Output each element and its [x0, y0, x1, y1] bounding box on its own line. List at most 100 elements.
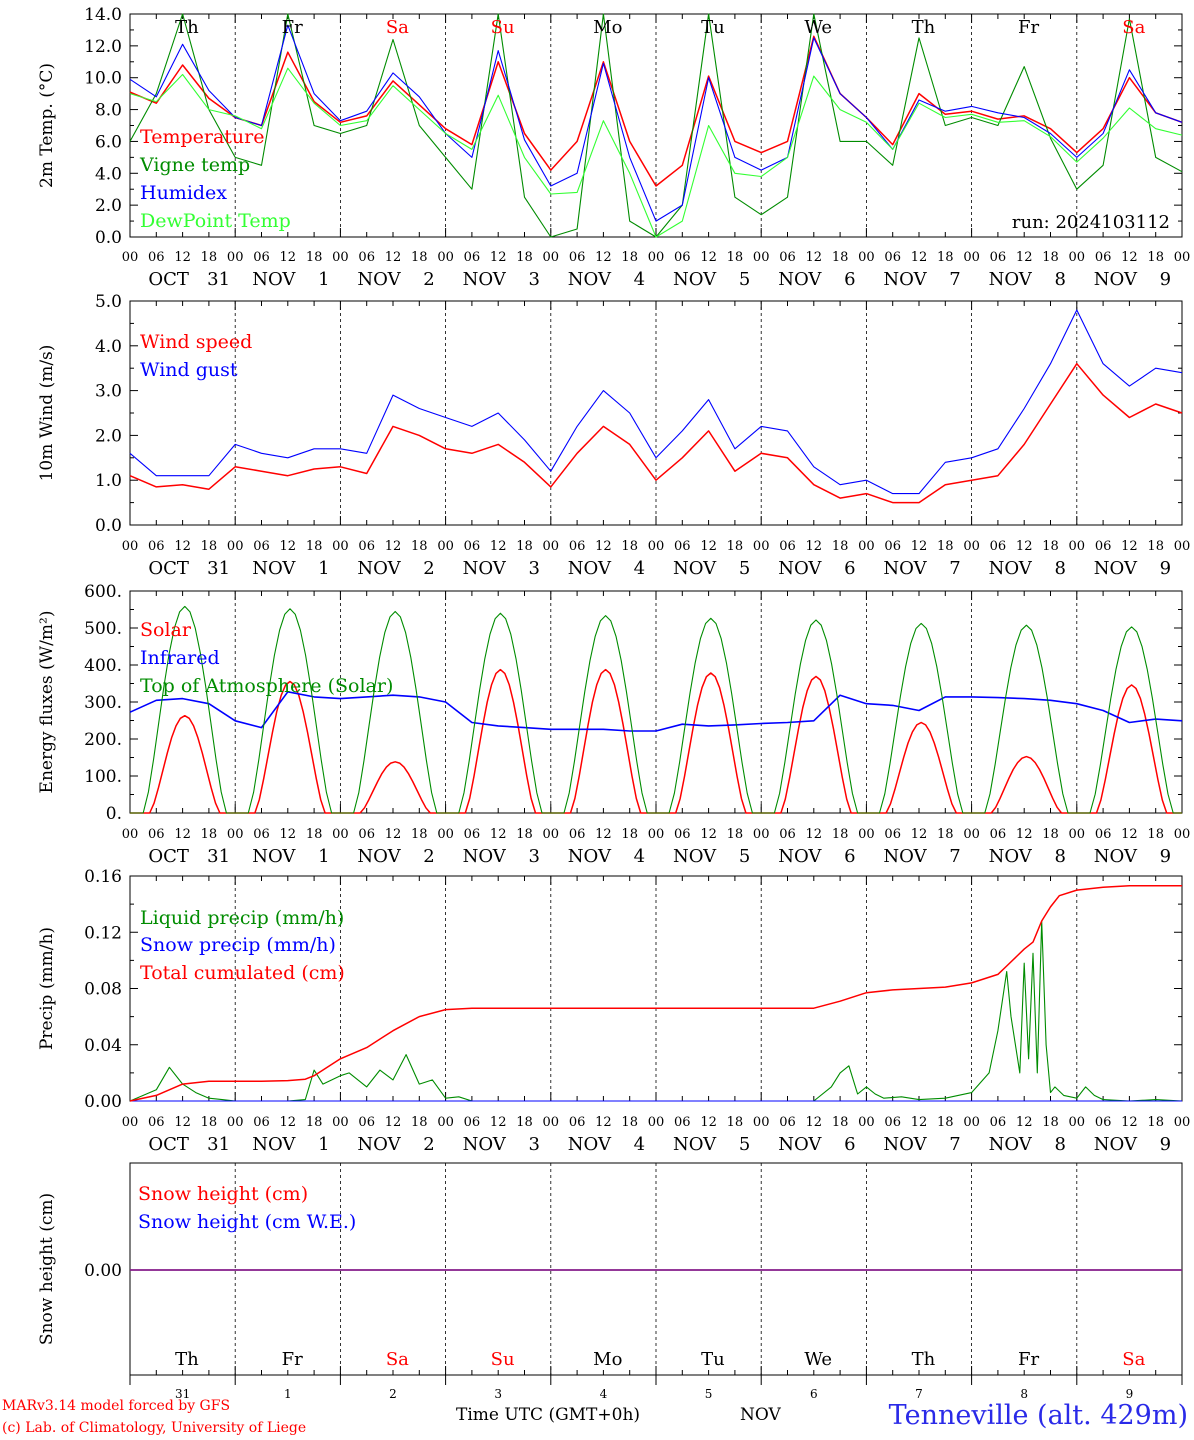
x-month-label: NOV — [989, 846, 1033, 867]
weekday-label: Sa — [1122, 17, 1145, 38]
x-daynum-label: 8 — [1020, 1387, 1028, 1401]
x-daynum-label: 5 — [705, 1387, 713, 1401]
x-hour-label: 06 — [358, 1115, 375, 1130]
x-month-label: NOV — [673, 846, 717, 867]
x-hour-label: 12 — [174, 250, 191, 265]
x-hour-label: 00 — [963, 1115, 980, 1130]
x-daynum-label: 31 — [207, 269, 230, 290]
y-axis-label: 10m Wind (m/s) — [37, 345, 57, 482]
series-line-red — [129, 885, 1182, 1102]
x-month-label: NOV — [1094, 846, 1138, 867]
x-hour-label: 06 — [884, 250, 901, 265]
x-hour-label: 00 — [543, 250, 560, 265]
x-hour-label: 00 — [437, 1115, 454, 1130]
x-month-label: NOV — [989, 269, 1033, 290]
x-hour-label: 06 — [990, 827, 1007, 842]
x-hour-label: 18 — [201, 539, 218, 554]
x-hour-label: 12 — [806, 1115, 823, 1130]
y-tick-label: 0.0 — [95, 516, 122, 536]
x-hour-label: 18 — [1042, 1115, 1059, 1130]
x-daynum-label: 7 — [949, 1134, 960, 1155]
x-hour-label: 12 — [806, 539, 823, 554]
x-daynum-label: 2 — [389, 1387, 397, 1401]
weekday-label: Mo — [593, 17, 622, 38]
x-hour-label: 18 — [621, 827, 638, 842]
x-hour-label: 18 — [201, 1115, 218, 1130]
x-daynum-label: 7 — [949, 558, 960, 579]
x-daynum-label: 4 — [634, 558, 645, 579]
x-hour-label: 18 — [621, 1115, 638, 1130]
month-axis-label: NOV — [740, 1405, 781, 1425]
x-daynum-label: 6 — [844, 269, 855, 290]
weekday-label: Th — [175, 1349, 199, 1370]
station-title: Tenneville (alt. 429m) — [888, 1400, 1188, 1431]
x-daynum-label: 4 — [600, 1387, 608, 1401]
legend-entry: Wind gust — [140, 359, 238, 381]
y-tick-label: 1.0 — [95, 471, 122, 491]
x-hour-label: 18 — [516, 539, 533, 554]
x-hour-label: 12 — [280, 539, 297, 554]
x-month-label: NOV — [463, 846, 507, 867]
x-hour-label: 00 — [753, 1115, 770, 1130]
y-tick-label: 0.16 — [84, 867, 122, 887]
x-hour-label: 06 — [674, 250, 691, 265]
series-line-red — [129, 362, 1183, 504]
legend-entry: Humidex — [140, 182, 227, 204]
weekday-label: Su — [491, 17, 515, 38]
x-hour-label: 18 — [937, 539, 954, 554]
x-hour-label: 00 — [753, 250, 770, 265]
x-hour-label: 12 — [595, 1115, 612, 1130]
x-hour-label: 06 — [779, 250, 796, 265]
x-hour-label: 06 — [779, 539, 796, 554]
x-hour-label: 06 — [464, 1115, 481, 1130]
x-month-label: NOV — [463, 269, 507, 290]
x-hour-label: 00 — [332, 539, 349, 554]
x-daynum-label: 9 — [1160, 1134, 1171, 1155]
x-daynum-label: 31 — [207, 1134, 230, 1155]
x-hour-label: 00 — [858, 1115, 875, 1130]
x-hour-label: 18 — [411, 827, 428, 842]
y-tick-label: 600. — [84, 582, 122, 602]
x-hour-label: 18 — [201, 827, 218, 842]
x-daynum-label: 1 — [318, 558, 329, 579]
x-hour-label: 12 — [490, 539, 507, 554]
x-month-label: NOV — [252, 269, 296, 290]
x-hour-label: 00 — [1174, 1115, 1191, 1130]
x-hour-label: 00 — [227, 827, 244, 842]
weekday-label: Th — [912, 17, 936, 38]
x-hour-label: 18 — [306, 827, 323, 842]
x-hour-label: 12 — [174, 539, 191, 554]
x-month-label: NOV — [1094, 1134, 1138, 1155]
x-hour-label: 12 — [1121, 539, 1138, 554]
x-hour-label: 18 — [306, 1115, 323, 1130]
y-tick-label: 500. — [84, 619, 122, 639]
x-hour-label: 12 — [806, 250, 823, 265]
x-month-label: NOV — [778, 1134, 822, 1155]
x-hour-label: 12 — [1121, 1115, 1138, 1130]
x-hour-label: 12 — [490, 250, 507, 265]
x-hour-label: 12 — [490, 827, 507, 842]
x-daynum-label: 4 — [634, 269, 645, 290]
legend-entry: DewPoint Temp — [140, 210, 291, 232]
y-tick-label: 3.0 — [95, 382, 122, 402]
x-hour-label: 06 — [884, 539, 901, 554]
x-hour-label: 00 — [648, 250, 665, 265]
x-daynum-label: 2 — [423, 558, 434, 579]
x-month-label: NOV — [463, 558, 507, 579]
x-month-label: NOV — [989, 1134, 1033, 1155]
x-hour-label: 00 — [1069, 827, 1086, 842]
x-hour-label: 12 — [700, 827, 717, 842]
x-daynum-label: 4 — [634, 846, 645, 867]
y-tick-label: 6.0 — [95, 132, 122, 152]
x-daynum-label: 31 — [207, 846, 230, 867]
x-month-label: NOV — [778, 846, 822, 867]
x-hour-label: 06 — [569, 539, 586, 554]
x-hour-label: 00 — [963, 827, 980, 842]
x-hour-label: 12 — [174, 1115, 191, 1130]
x-month-label: NOV — [252, 846, 296, 867]
legend-entry: Solar — [140, 619, 192, 641]
weekday-label: Tu — [701, 17, 725, 38]
x-hour-label: 12 — [911, 250, 928, 265]
x-hour-label: 00 — [227, 250, 244, 265]
x-hour-label: 12 — [385, 1115, 402, 1130]
